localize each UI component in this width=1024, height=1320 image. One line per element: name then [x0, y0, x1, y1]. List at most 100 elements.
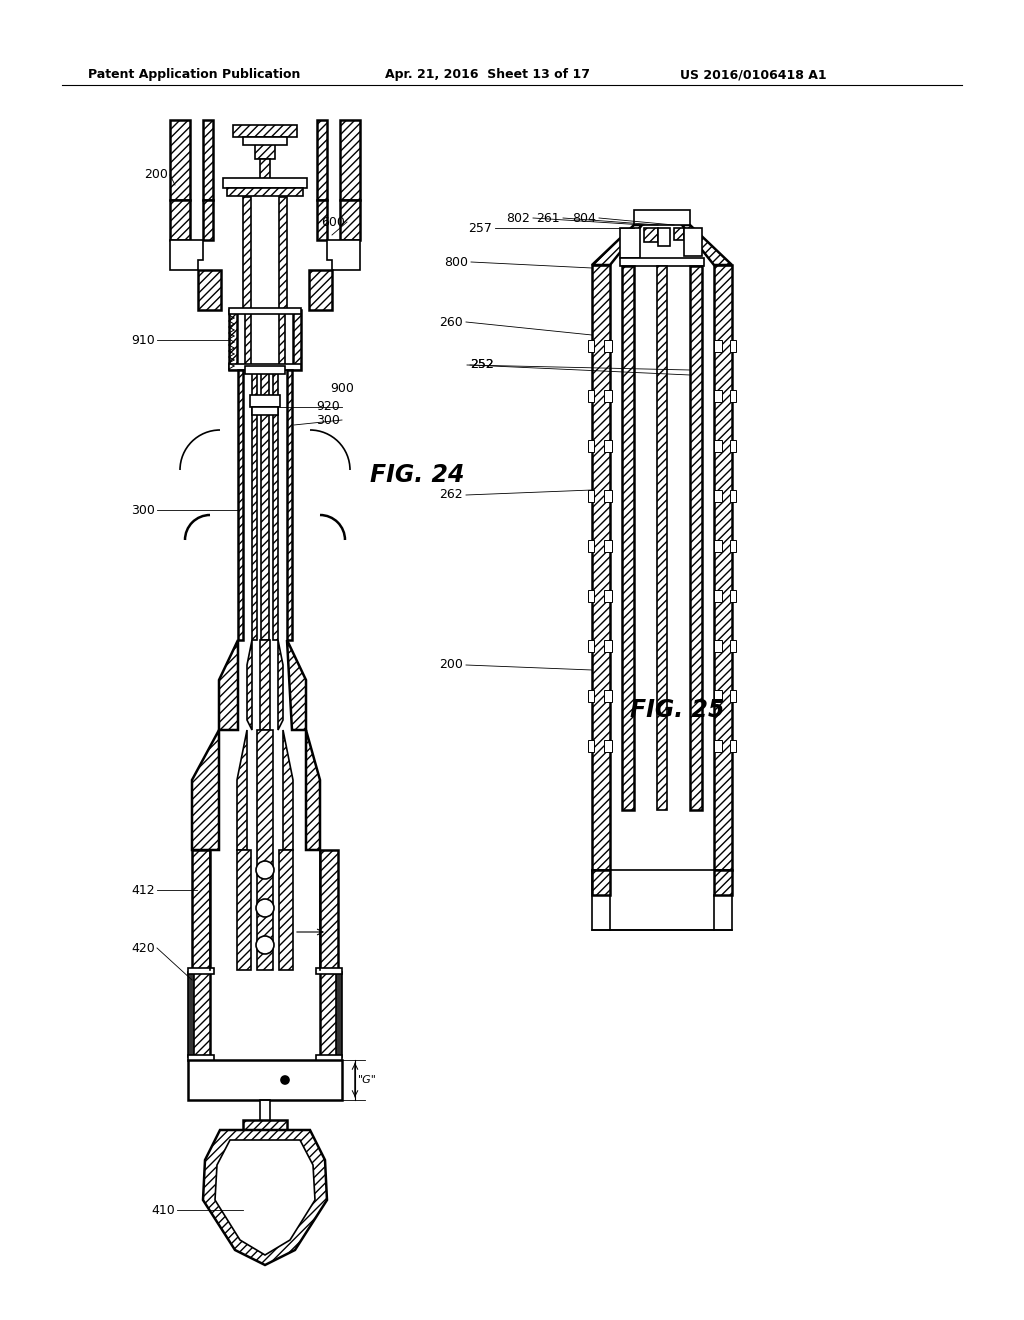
Bar	[243, 137, 287, 145]
Polygon shape	[261, 370, 269, 640]
Bar	[250, 395, 280, 407]
Text: 910: 910	[131, 334, 155, 346]
Text: 800: 800	[444, 256, 468, 268]
Text: 600: 600	[322, 215, 345, 228]
Text: FIG. 25: FIG. 25	[630, 698, 725, 722]
Polygon shape	[237, 850, 251, 970]
Polygon shape	[317, 120, 327, 201]
Bar	[730, 590, 736, 602]
Polygon shape	[237, 730, 247, 850]
Text: 252: 252	[470, 359, 494, 371]
Bar	[714, 590, 722, 602]
Bar	[714, 690, 722, 702]
Bar	[620, 257, 705, 267]
Bar	[714, 640, 722, 652]
Polygon shape	[714, 870, 732, 895]
Bar	[227, 187, 303, 195]
Bar	[245, 366, 285, 374]
Circle shape	[256, 899, 274, 917]
Text: FIG. 24: FIG. 24	[370, 463, 465, 487]
Bar	[336, 972, 342, 1057]
Bar	[604, 490, 612, 502]
Polygon shape	[247, 640, 252, 730]
Polygon shape	[622, 267, 634, 810]
Bar	[316, 968, 342, 974]
Text: 412: 412	[131, 883, 155, 896]
Bar	[730, 640, 736, 652]
Bar	[730, 490, 736, 502]
Circle shape	[256, 936, 274, 954]
Bar	[604, 590, 612, 602]
Polygon shape	[279, 310, 285, 370]
Polygon shape	[319, 850, 338, 970]
Text: Apr. 21, 2016  Sheet 13 of 17: Apr. 21, 2016 Sheet 13 of 17	[385, 69, 590, 81]
Text: 804: 804	[572, 211, 596, 224]
Bar	[714, 440, 722, 451]
Bar	[588, 741, 594, 752]
Polygon shape	[592, 870, 610, 895]
Polygon shape	[287, 640, 306, 730]
Bar	[260, 1100, 270, 1125]
Bar	[714, 741, 722, 752]
Bar	[188, 1060, 342, 1100]
Text: 260: 260	[439, 315, 463, 329]
Bar	[588, 540, 594, 552]
Polygon shape	[279, 197, 287, 310]
Polygon shape	[279, 850, 293, 970]
Polygon shape	[293, 310, 301, 370]
Polygon shape	[219, 640, 238, 730]
Bar	[588, 690, 594, 702]
Polygon shape	[287, 370, 292, 640]
Bar	[319, 970, 338, 1060]
Text: 802: 802	[506, 211, 530, 224]
Bar	[604, 440, 612, 451]
Bar	[252, 407, 278, 414]
Polygon shape	[252, 370, 257, 640]
Bar	[714, 389, 722, 403]
Polygon shape	[257, 730, 273, 970]
Polygon shape	[690, 267, 702, 810]
Polygon shape	[229, 310, 237, 370]
Polygon shape	[340, 120, 360, 201]
Polygon shape	[170, 201, 190, 240]
Bar	[658, 228, 670, 246]
Bar	[604, 341, 612, 352]
Polygon shape	[245, 310, 251, 370]
Bar	[229, 364, 301, 370]
Bar	[193, 970, 210, 1060]
Polygon shape	[203, 1130, 327, 1265]
Bar	[188, 968, 214, 974]
Polygon shape	[592, 224, 642, 265]
Bar	[255, 137, 275, 158]
Polygon shape	[238, 370, 243, 640]
Bar	[188, 1055, 214, 1061]
Text: 252: 252	[470, 359, 494, 371]
Bar	[260, 158, 270, 180]
Bar	[674, 228, 684, 240]
Bar	[588, 440, 594, 451]
Bar	[588, 490, 594, 502]
Bar	[243, 1119, 287, 1130]
Polygon shape	[278, 640, 283, 730]
Bar	[730, 741, 736, 752]
Bar	[604, 540, 612, 552]
Text: 257: 257	[468, 222, 492, 235]
Bar	[229, 308, 301, 314]
Bar	[730, 440, 736, 451]
Polygon shape	[592, 265, 610, 870]
Bar	[604, 690, 612, 702]
Text: 200: 200	[144, 169, 168, 181]
Polygon shape	[260, 640, 270, 730]
Polygon shape	[317, 201, 327, 240]
Bar	[730, 540, 736, 552]
Bar	[714, 540, 722, 552]
Polygon shape	[634, 210, 690, 224]
Bar	[604, 741, 612, 752]
Bar	[316, 1055, 342, 1061]
Text: Patent Application Publication: Patent Application Publication	[88, 69, 300, 81]
Bar	[588, 640, 594, 652]
Polygon shape	[306, 730, 319, 850]
Bar	[604, 640, 612, 652]
Polygon shape	[170, 120, 190, 201]
Text: 900: 900	[330, 381, 354, 395]
